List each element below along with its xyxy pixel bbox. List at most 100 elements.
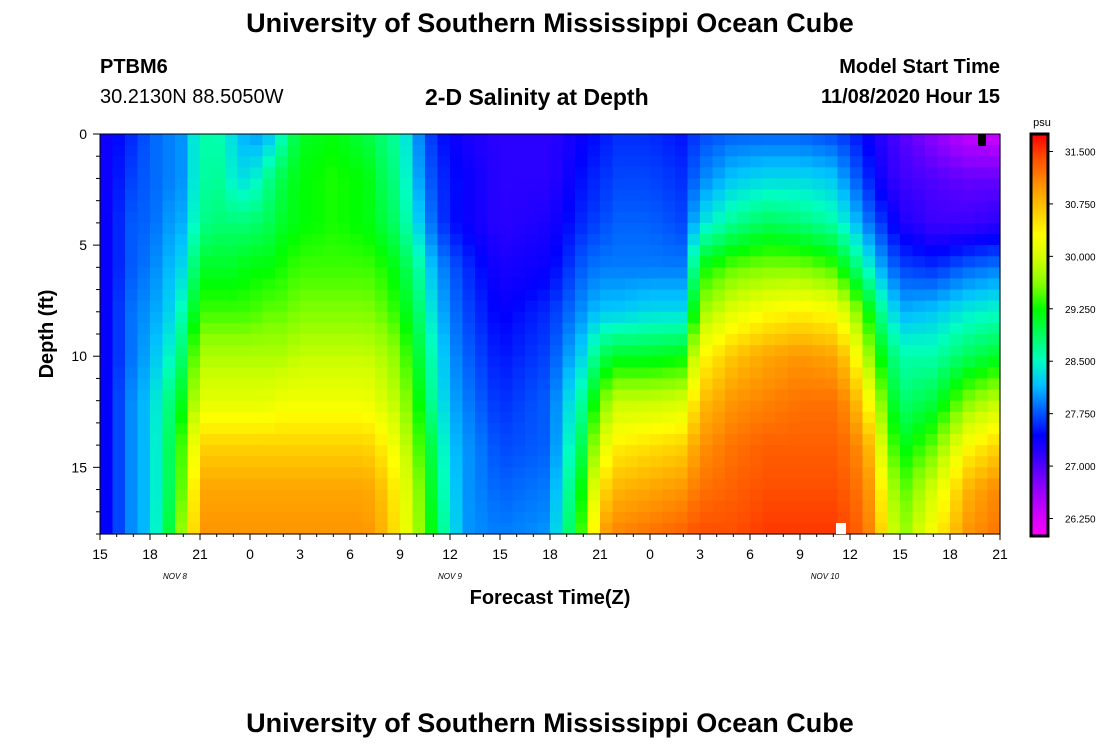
heatmap-cell <box>750 489 764 502</box>
heatmap-cell <box>250 511 264 524</box>
heatmap-cell <box>512 389 526 402</box>
x-tick-label: 0 <box>246 546 254 562</box>
heatmap-cell <box>862 389 876 402</box>
heatmap-cell <box>762 300 776 313</box>
heatmap-cell <box>587 178 601 191</box>
heatmap-cell <box>512 422 526 435</box>
heatmap-cell <box>850 134 864 146</box>
heatmap-cell <box>212 456 226 468</box>
heatmap-cell <box>975 278 989 291</box>
heatmap-cell <box>625 178 639 191</box>
heatmap-cell <box>700 189 714 202</box>
x-tick-label: 15 <box>492 546 508 562</box>
heatmap-cell <box>575 167 589 180</box>
heatmap-cell <box>850 300 864 313</box>
heatmap-cell <box>275 256 289 268</box>
heatmap-cell <box>412 311 426 324</box>
heatmap-cell <box>312 389 326 402</box>
heatmap-cell <box>500 134 514 146</box>
heatmap-cell <box>475 445 489 457</box>
heatmap-cell <box>400 256 414 268</box>
heatmap-cell <box>925 145 939 157</box>
heatmap-cell <box>762 311 776 324</box>
heatmap-cell <box>387 445 401 457</box>
heatmap-cell <box>575 389 589 402</box>
heatmap-cell <box>887 200 901 213</box>
heatmap-cell <box>187 234 201 246</box>
heatmap-cell <box>950 322 964 335</box>
heatmap-cell <box>775 289 789 302</box>
heatmap-cell <box>475 178 489 191</box>
heatmap-cell <box>650 445 664 457</box>
heatmap-cell <box>975 145 989 157</box>
heatmap-cell <box>937 434 951 446</box>
heatmap-cell <box>762 434 776 446</box>
heatmap-cell <box>400 411 414 424</box>
heatmap-cell <box>562 389 576 402</box>
heatmap-cell <box>725 289 739 302</box>
heatmap-cell <box>625 467 639 480</box>
heatmap-cell <box>225 300 239 313</box>
heatmap-cell <box>325 189 339 202</box>
heatmap-cell <box>262 256 276 268</box>
heatmap-cell <box>887 367 901 380</box>
heatmap-cell <box>662 334 676 346</box>
heatmap-cell <box>812 289 826 302</box>
heatmap-cell <box>150 467 164 480</box>
heatmap-cell <box>550 222 564 235</box>
heatmap-cell <box>125 522 139 535</box>
heatmap-cell <box>837 478 851 491</box>
heatmap-cell <box>637 456 651 468</box>
heatmap-cell <box>412 467 426 480</box>
heatmap-cell <box>712 478 726 491</box>
heatmap-cell <box>225 145 239 157</box>
heatmap-cell <box>962 267 976 280</box>
heatmap-cell <box>662 256 676 268</box>
heatmap-cell <box>662 389 676 402</box>
heatmap-cell <box>300 156 314 168</box>
heatmap-cell <box>362 489 376 502</box>
heatmap-cell <box>887 411 901 424</box>
heatmap-cell <box>325 445 339 457</box>
heatmap-cell <box>725 134 739 146</box>
heatmap-cell <box>187 434 201 446</box>
heatmap-cell <box>837 467 851 480</box>
heatmap-cell <box>950 378 964 391</box>
heatmap-cell <box>287 145 301 157</box>
x-tick-label: 6 <box>346 546 354 562</box>
heatmap-cell <box>250 311 264 324</box>
heatmap-cell <box>900 289 914 302</box>
colorbar: psu 26.25027.00027.75028.50029.25030.000… <box>1029 117 1096 538</box>
x-axis-label: Forecast Time(Z) <box>470 587 631 609</box>
heatmap-cell <box>987 500 1001 513</box>
heatmap-cell <box>625 256 639 268</box>
heatmap-cell <box>975 334 989 346</box>
heatmap-cell <box>837 234 851 246</box>
heatmap-cell <box>712 434 726 446</box>
heatmap-cell <box>212 378 226 391</box>
y-tick-label: 0 <box>79 126 87 142</box>
heatmap-cell <box>937 311 951 324</box>
heatmap-cell <box>187 178 201 191</box>
heatmap-cell <box>637 400 651 413</box>
heatmap-cell <box>187 478 201 491</box>
heatmap-cell <box>862 211 876 224</box>
heatmap-cell <box>112 478 126 491</box>
heatmap-cell <box>312 478 326 491</box>
heatmap-cell <box>950 500 964 513</box>
heatmap-cell <box>712 522 726 535</box>
heatmap-cell <box>950 278 964 291</box>
heatmap-cell <box>562 289 576 302</box>
heatmap-cell <box>550 256 564 268</box>
heatmap-cell <box>825 234 839 246</box>
heatmap-cell <box>475 278 489 291</box>
heatmap-cell <box>825 156 839 168</box>
heatmap-cell <box>837 156 851 168</box>
heatmap-cell <box>675 211 689 224</box>
heatmap-cell <box>575 434 589 446</box>
heatmap-cell <box>512 234 526 246</box>
heatmap-cell <box>950 189 964 202</box>
heatmap-cell <box>487 411 501 424</box>
heatmap-cell <box>112 522 126 535</box>
heatmap-cell <box>887 234 901 246</box>
